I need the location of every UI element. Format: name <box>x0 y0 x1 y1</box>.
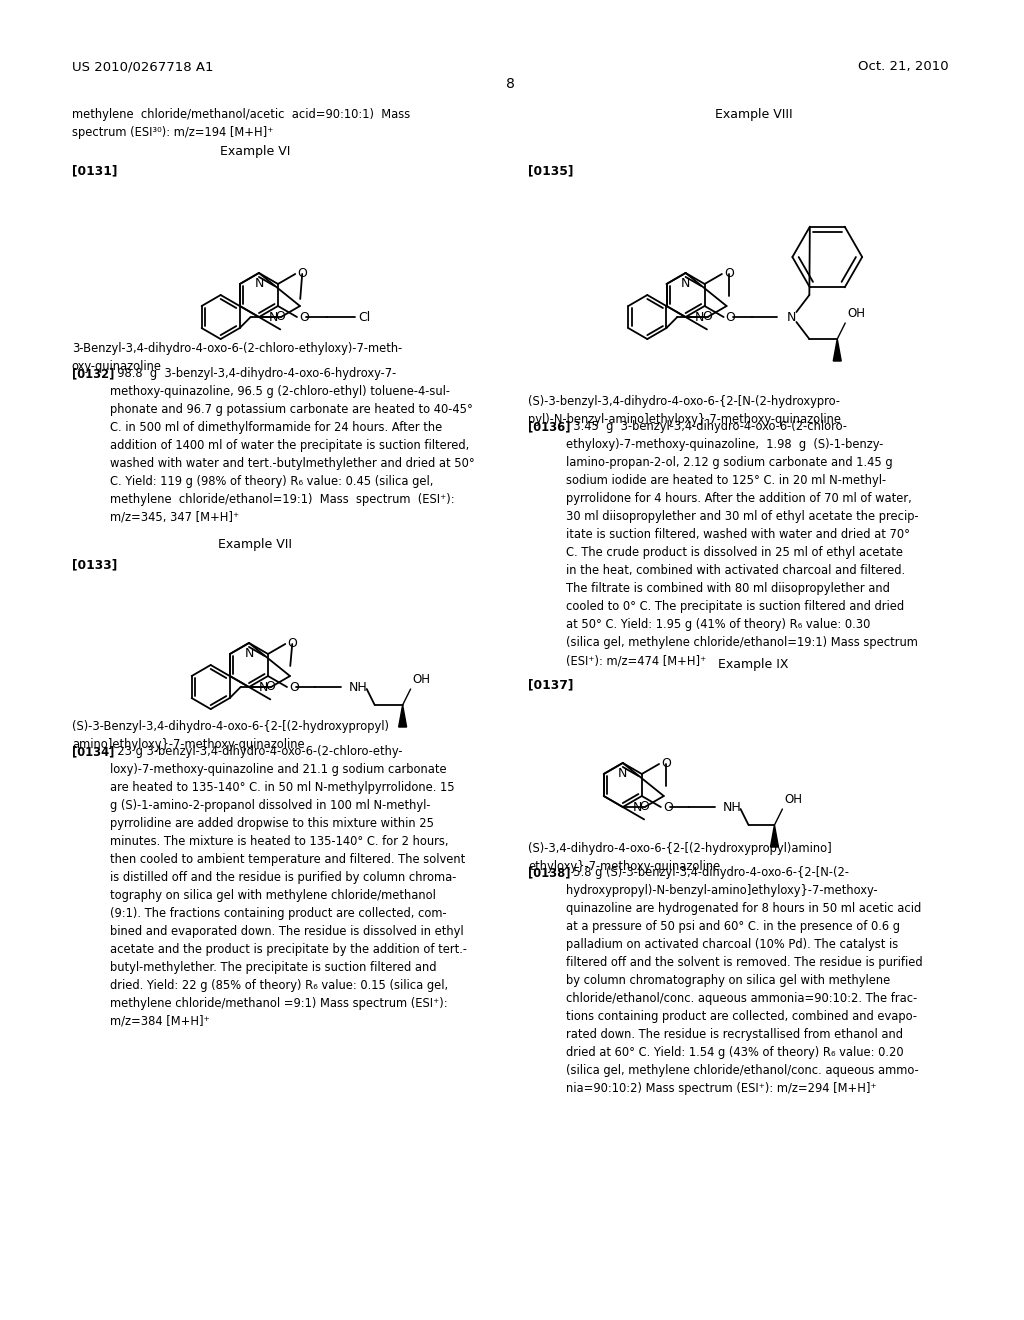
Text: N: N <box>695 310 705 323</box>
Text: N: N <box>254 277 263 290</box>
Polygon shape <box>770 825 778 847</box>
Text: [0136]: [0136] <box>528 420 570 433</box>
Text: (S)-3-Benzyl-3,4-dihydro-4-oxo-6-{2-[(2-hydroxypropyl)
amino]ethyloxy}-7-methoxy: (S)-3-Benzyl-3,4-dihydro-4-oxo-6-{2-[(2-… <box>72 719 389 751</box>
Text: N: N <box>633 800 642 813</box>
Text: O: O <box>297 268 307 280</box>
Text: methylene  chloride/methanol/acetic  acid=90:10:1)  Mass
spectrum (ESI³⁰): m/z=1: methylene chloride/methanol/acetic acid=… <box>72 108 410 139</box>
Text: O: O <box>663 800 673 813</box>
Text: Example IX: Example IX <box>719 657 788 671</box>
Text: [0137]: [0137] <box>528 678 573 690</box>
Text: O: O <box>662 758 671 771</box>
Text: [0131]: [0131] <box>72 164 117 177</box>
Text: OH: OH <box>847 308 865 319</box>
Text: N: N <box>268 310 278 323</box>
Text: 98.8  g  3-benzyl-3,4-dihydro-4-oxo-6-hydroxy-7-
methoxy-quinazoline, 96.5 g (2-: 98.8 g 3-benzyl-3,4-dihydro-4-oxo-6-hydr… <box>110 367 474 524</box>
Polygon shape <box>398 705 407 727</box>
Text: US 2010/0267718 A1: US 2010/0267718 A1 <box>72 59 213 73</box>
Text: OH: OH <box>784 793 803 807</box>
Text: [0134]: [0134] <box>72 744 114 758</box>
Text: Example VI: Example VI <box>220 145 291 158</box>
Text: O: O <box>265 680 275 693</box>
Text: OH: OH <box>413 673 431 686</box>
Text: O: O <box>288 638 297 651</box>
Text: [0133]: [0133] <box>72 558 117 572</box>
Text: (S)-3,4-dihydro-4-oxo-6-{2-[(2-hydroxypropyl)amino]
ethyloxy}-7-methoxy-quinazol: (S)-3,4-dihydro-4-oxo-6-{2-[(2-hydroxypr… <box>528 842 833 873</box>
Text: 5.8 g (S)-3-benzyl-3,4-dihydro-4-oxo-6-{2-[N-(2-
hydroxypropyl)-N-benzyl-amino]e: 5.8 g (S)-3-benzyl-3,4-dihydro-4-oxo-6-{… <box>566 866 923 1096</box>
Text: N: N <box>259 681 268 693</box>
Text: Cl: Cl <box>357 310 370 323</box>
Text: O: O <box>639 800 649 813</box>
Text: [0135]: [0135] <box>528 164 573 177</box>
Text: 8: 8 <box>506 77 515 91</box>
Text: Example VII: Example VII <box>218 539 292 550</box>
Text: O: O <box>724 268 734 280</box>
Text: N: N <box>245 647 254 660</box>
Text: N: N <box>786 310 796 323</box>
Text: O: O <box>289 681 299 693</box>
Polygon shape <box>834 339 842 360</box>
Text: NH: NH <box>723 800 741 813</box>
Text: NH: NH <box>349 681 368 693</box>
Text: O: O <box>275 310 286 323</box>
Text: Example VIII: Example VIII <box>715 108 793 121</box>
Text: 3-Benzyl-3,4-dihydro-4-oxo-6-(2-chloro-ethyloxy)-7-meth-
oxy-quinazoline: 3-Benzyl-3,4-dihydro-4-oxo-6-(2-chloro-e… <box>72 342 402 374</box>
Text: N: N <box>681 277 690 290</box>
Text: [0132]: [0132] <box>72 367 114 380</box>
Text: O: O <box>299 310 309 323</box>
Text: Oct. 21, 2010: Oct. 21, 2010 <box>858 59 949 73</box>
Text: O: O <box>726 310 735 323</box>
Text: (S)-3-benzyl-3,4-dihydro-4-oxo-6-{2-[N-(2-hydroxypro-
pyl)-N-benzyl-amino]ethylo: (S)-3-benzyl-3,4-dihydro-4-oxo-6-{2-[N-(… <box>528 395 842 426</box>
Text: 23 g 3-benzyl-3,4-dihydro-4-oxo-6-(2-chloro-ethy-
loxy)-7-methoxy-quinazoline an: 23 g 3-benzyl-3,4-dihydro-4-oxo-6-(2-chl… <box>110 744 467 1028</box>
Text: 3.45  g  3-benzyl-3,4-dihydro-4-oxo-6-(2-chloro-
ethyloxy)-7-methoxy-quinazoline: 3.45 g 3-benzyl-3,4-dihydro-4-oxo-6-(2-c… <box>566 420 919 667</box>
Text: O: O <box>702 310 712 323</box>
Text: N: N <box>618 767 628 780</box>
Text: [0138]: [0138] <box>528 866 570 879</box>
